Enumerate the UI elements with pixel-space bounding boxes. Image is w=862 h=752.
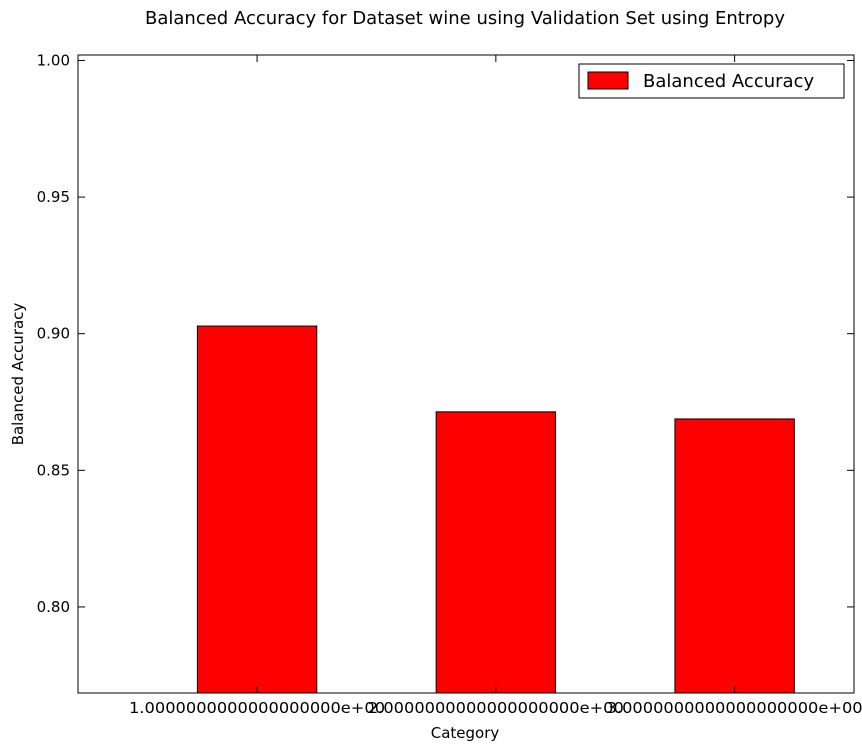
legend: Balanced Accuracy — [578, 63, 845, 99]
y-tick-label: 0.85 — [37, 461, 70, 479]
plot-frame — [77, 54, 855, 694]
y-tick-label: 0.95 — [37, 188, 70, 206]
bar-3 — [674, 418, 795, 694]
x-tick-label: 3.0000000000000000000e+00 — [607, 699, 862, 717]
y-axis-label: Balanced Accuracy — [9, 303, 27, 446]
x-tick-label: 2.0000000000000000000e+00 — [368, 699, 624, 717]
y-axis-ticks: 0.80 0.85 0.90 0.95 1.00 — [37, 51, 854, 616]
x-axis-ticks: 1.0000000000000000000e+002.0000000000000… — [129, 55, 862, 717]
x-axis-label: Category — [431, 724, 500, 742]
x-tick-label: 1.0000000000000000000e+00 — [129, 699, 385, 717]
y-tick-label: 1.00 — [37, 51, 70, 69]
y-tick-label: 0.80 — [37, 598, 70, 616]
y-tick-label: 0.90 — [37, 325, 70, 343]
legend-label: Balanced Accuracy — [643, 71, 814, 92]
chart-title: Balanced Accuracy for Dataset wine using… — [145, 8, 785, 29]
legend-swatch — [587, 71, 629, 90]
bars-group — [196, 325, 795, 694]
bar-1 — [196, 325, 318, 694]
bar-2 — [435, 411, 557, 694]
